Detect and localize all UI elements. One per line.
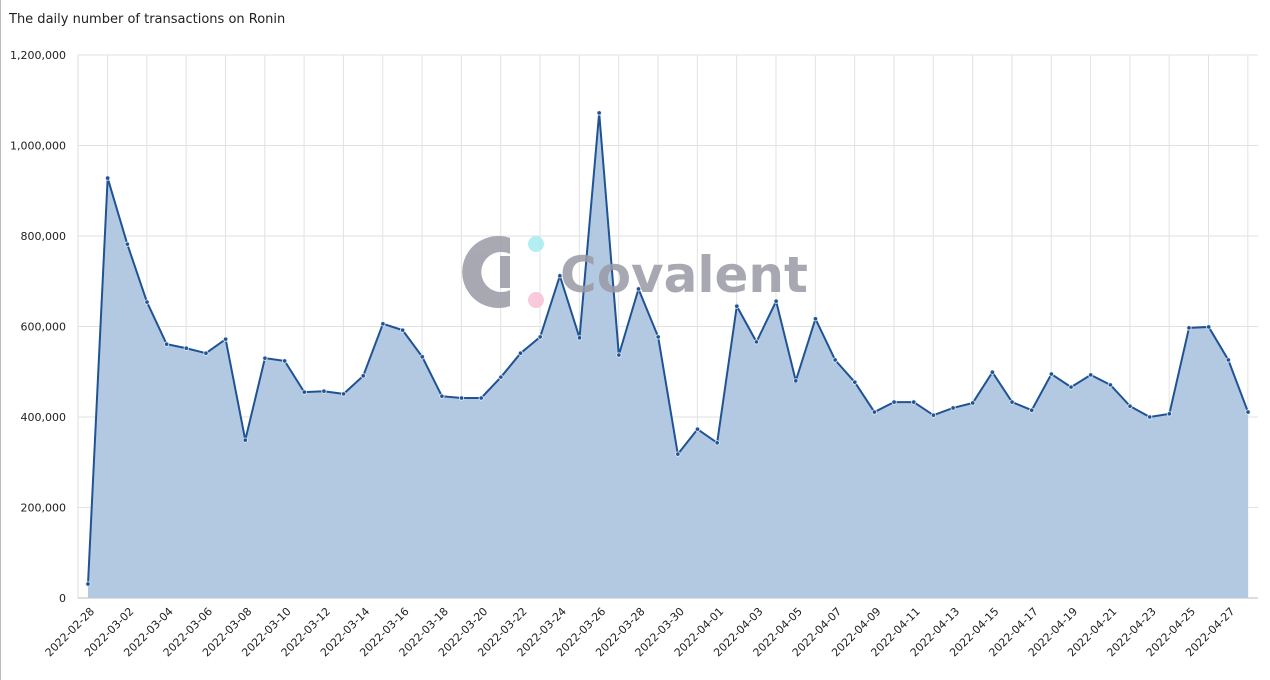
point — [1029, 407, 1035, 413]
point — [301, 389, 307, 395]
watermark-logo: Covalent — [462, 236, 808, 309]
point — [242, 437, 248, 443]
point — [793, 378, 799, 384]
point — [1206, 324, 1212, 330]
point — [340, 391, 347, 397]
point — [223, 336, 229, 342]
point — [203, 350, 209, 356]
point — [950, 405, 956, 411]
watermark-text: Covalent — [560, 246, 808, 304]
y-tick-label: 0 — [59, 592, 66, 605]
point — [596, 110, 602, 116]
point — [1166, 411, 1172, 417]
y-tick-label: 600,000 — [21, 321, 67, 334]
point — [832, 357, 838, 363]
point — [557, 273, 563, 279]
area — [88, 112, 1248, 599]
logo-arc — [462, 236, 510, 309]
point — [124, 241, 130, 247]
point — [753, 339, 760, 345]
point — [694, 426, 701, 432]
point — [675, 451, 681, 457]
point — [85, 581, 91, 587]
chart-title: The daily number of transactions on Roni… — [8, 12, 285, 27]
point — [852, 379, 858, 385]
point — [498, 374, 504, 380]
point — [871, 409, 878, 415]
point — [989, 369, 996, 375]
point — [635, 286, 642, 292]
point — [1107, 382, 1113, 388]
y-tick-label: 800,000 — [21, 230, 67, 243]
point — [911, 399, 917, 405]
point — [734, 303, 740, 309]
logo-dot — [528, 292, 544, 308]
y-tick-label: 1,000,000 — [10, 140, 66, 153]
point — [360, 373, 366, 379]
logo-bar — [500, 256, 510, 288]
point — [478, 395, 484, 401]
point — [380, 321, 386, 327]
y-tick-label: 200,000 — [21, 502, 67, 515]
point — [144, 299, 150, 305]
point — [891, 399, 897, 405]
logo-dot — [528, 236, 544, 252]
point — [655, 334, 661, 340]
point — [164, 341, 170, 347]
point — [714, 440, 720, 446]
line — [87, 112, 1249, 585]
point — [812, 316, 819, 322]
point — [105, 175, 111, 181]
point — [1127, 403, 1133, 409]
point — [773, 298, 779, 304]
point — [1048, 371, 1054, 377]
point — [399, 327, 406, 333]
point — [1245, 409, 1251, 415]
point — [1088, 372, 1094, 378]
point — [537, 334, 543, 340]
point — [517, 350, 524, 356]
point — [282, 358, 288, 364]
point — [930, 412, 937, 418]
point — [1225, 357, 1231, 363]
point — [262, 355, 268, 361]
point — [439, 393, 445, 399]
point — [321, 388, 327, 394]
point — [1186, 325, 1192, 331]
point — [183, 345, 189, 351]
point — [1147, 414, 1153, 420]
point — [616, 352, 622, 358]
point — [576, 335, 583, 341]
point — [1068, 384, 1074, 390]
y-tick-label: 1,200,000 — [10, 49, 66, 62]
y-tick-label: 400,000 — [21, 411, 67, 424]
point — [1009, 399, 1015, 405]
point — [419, 354, 425, 360]
point — [458, 395, 465, 401]
point — [970, 400, 976, 406]
